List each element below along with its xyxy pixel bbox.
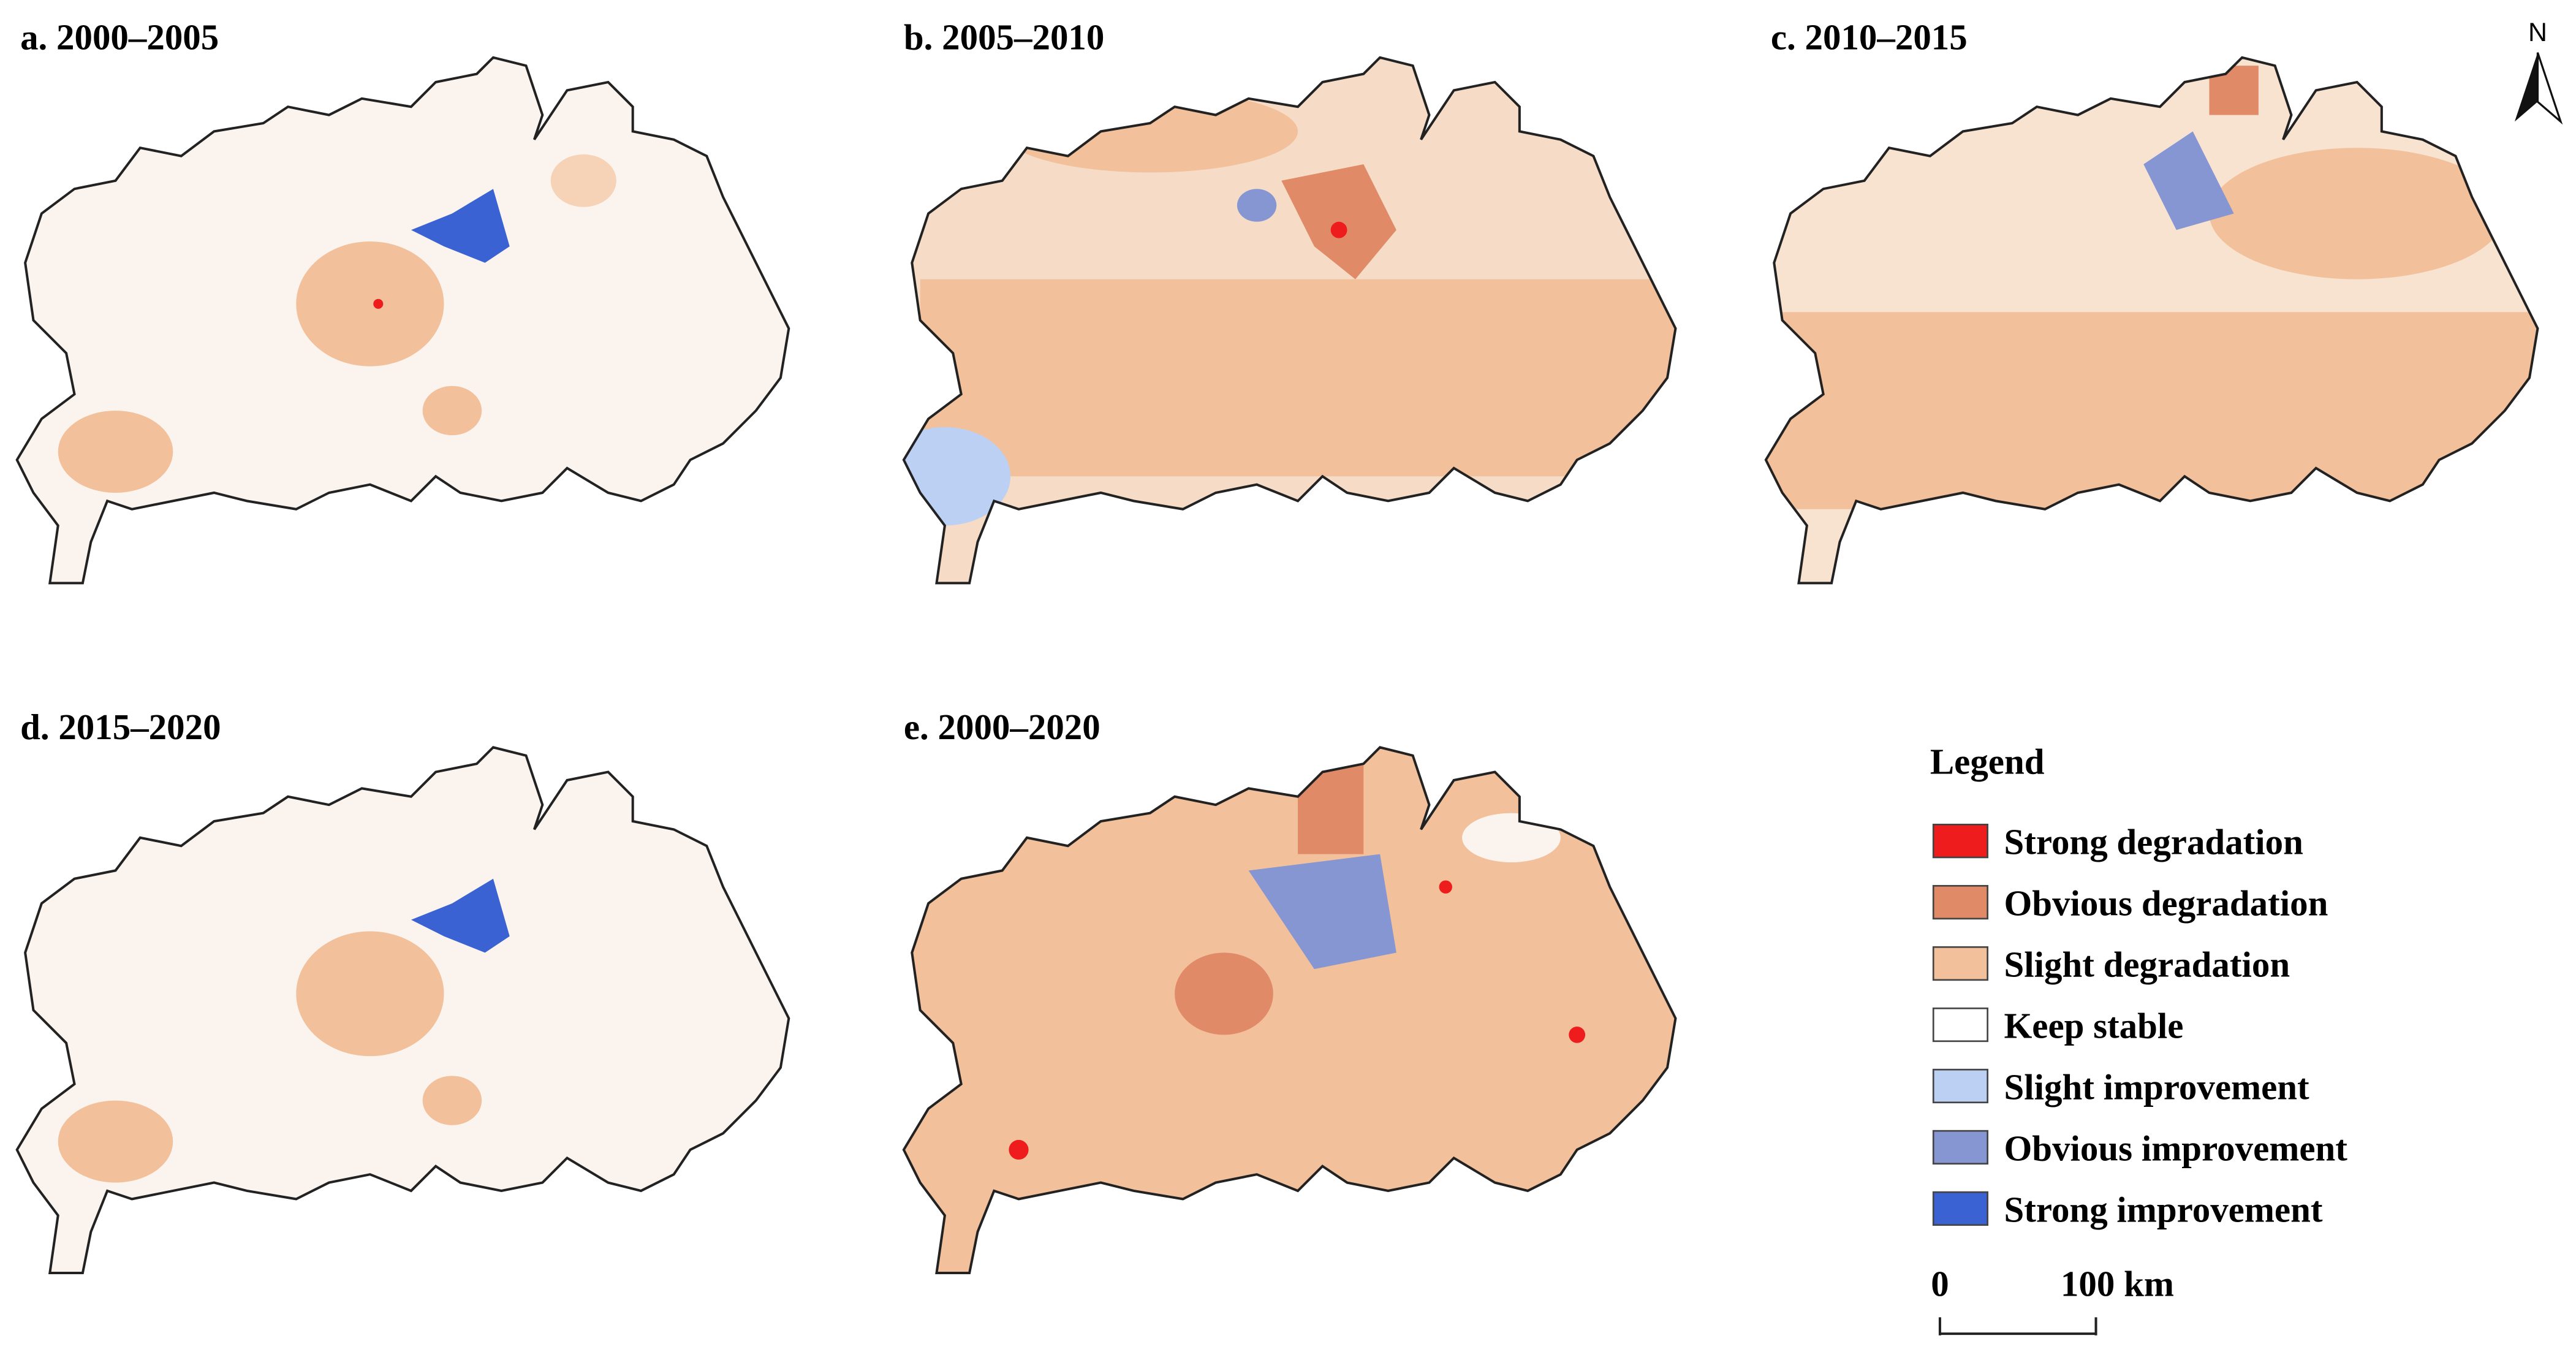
panel-title: d. 2015–2020 [20,707,221,747]
legend-label: Strong degradation [2004,822,2303,862]
map-panel [1766,58,2538,583]
north-arrow [2514,52,2538,122]
legend-label: Strong improvement [2004,1189,2322,1229]
legend-swatch [1932,1068,1988,1104]
legend-swatch [1932,946,1988,981]
legend-swatch [1932,884,1988,920]
legend-swatch [1932,1007,1988,1043]
map-panel [904,747,1676,1273]
scale-label: 0 [1931,1263,1949,1304]
legend-swatch [1932,823,1988,859]
legend-label: Keep stable [2004,1005,2183,1046]
panel-title: c. 2010–2015 [1771,17,1968,57]
legend-label: Slight degradation [2004,944,2290,984]
legend-label: Obvious improvement [2004,1128,2347,1168]
legend-title: Legend [1930,741,2045,781]
map-panel [17,747,789,1273]
legend: Strong degradation Obvious degradation Sli… [1932,822,2347,1229]
scale-unit: km [2124,1263,2174,1304]
legend-swatch [1932,1191,1988,1226]
panel-title: b. 2005–2010 [904,17,1104,57]
legend-swatch [1932,1130,1988,1165]
legend-label: Obvious degradation [2004,883,2328,924]
legend-label: Slight improvement [2004,1066,2309,1107]
north-arrow [2536,52,2563,125]
north-label: N [2528,18,2547,47]
map-panel [879,58,1676,583]
panel-title: e. 2000–2020 [904,707,1100,747]
map-panel [17,58,789,583]
panel-title: a. 2000–2005 [20,17,219,57]
scale-label: 100 [2061,1263,2115,1304]
